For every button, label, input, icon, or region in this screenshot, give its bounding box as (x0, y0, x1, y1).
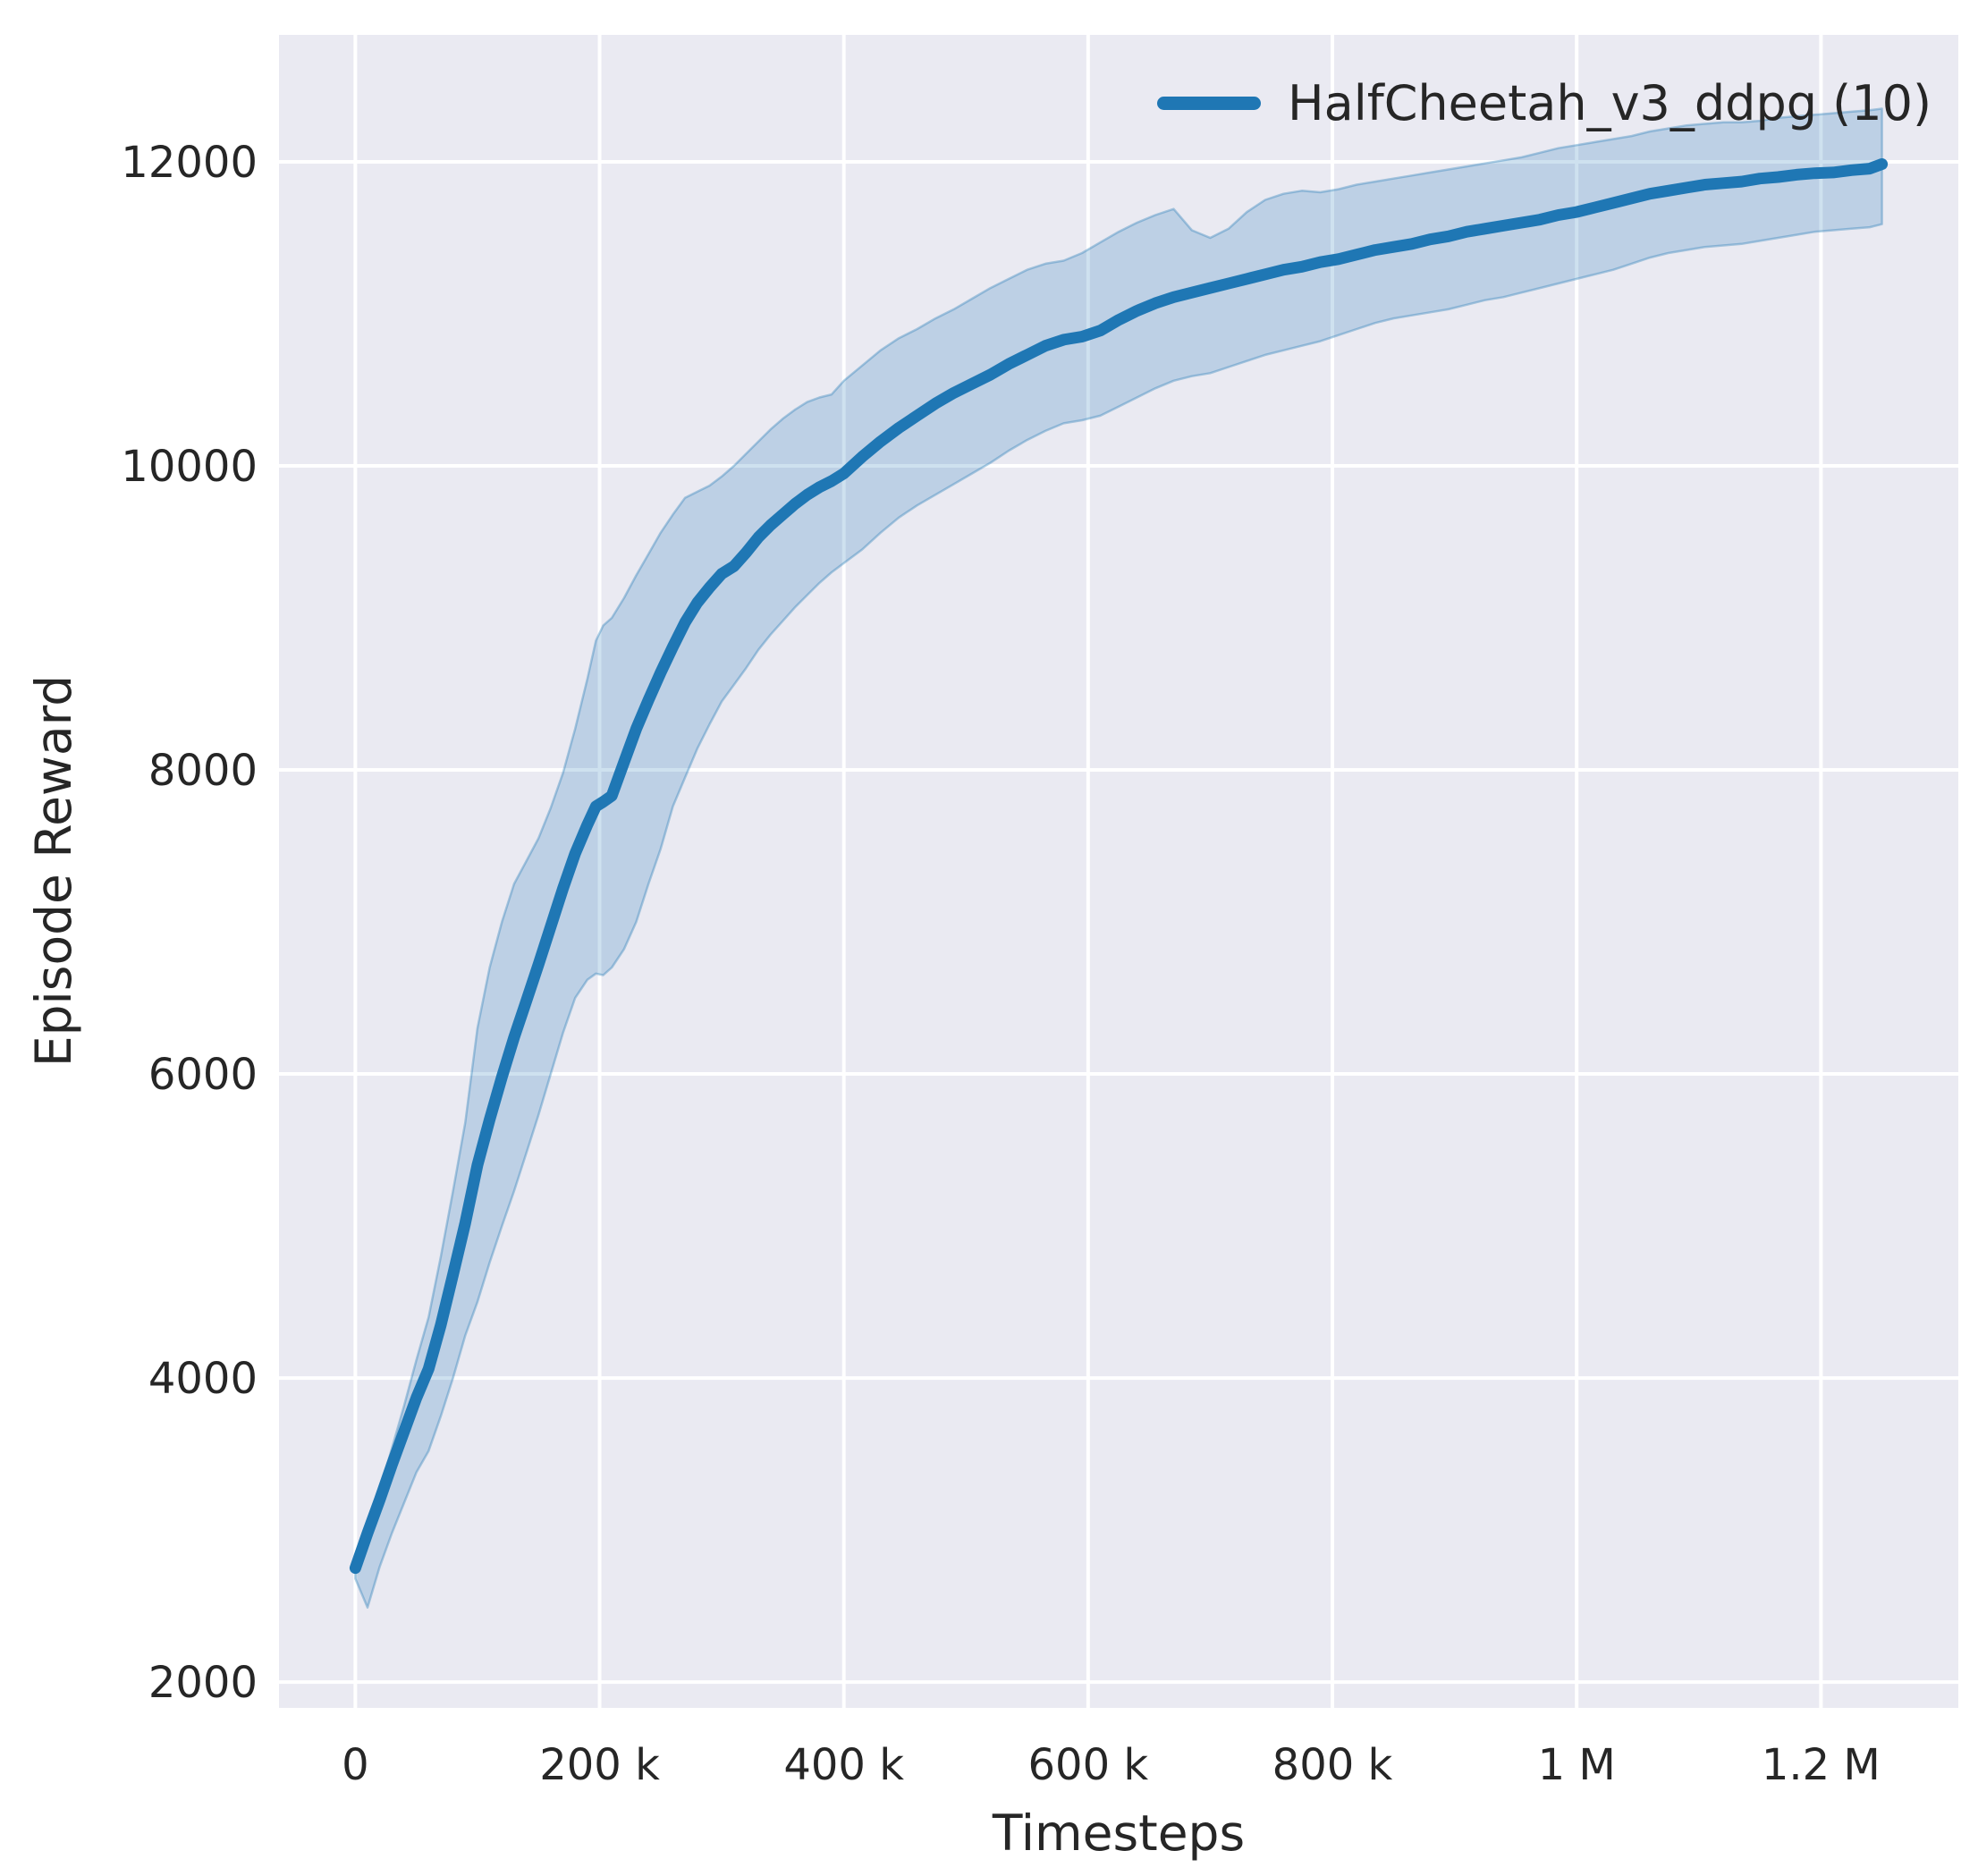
x-tick-label: 400 k (783, 1740, 904, 1790)
legend-label: HalfCheetah_v3_ddpg (10) (1288, 75, 1932, 131)
x-tick-label: 800 k (1272, 1740, 1393, 1790)
x-tick-labels: 0 200 k 400 k 600 k 800 k 1 M 1.2 M (342, 1740, 1881, 1790)
grid-lines (279, 35, 1958, 1708)
x-tick-label: 600 k (1028, 1740, 1149, 1790)
y-tick-label: 6000 (148, 1050, 258, 1100)
confidence-band (354, 107, 1883, 1610)
confidence-band-fill (354, 107, 1883, 1610)
x-tick-label: 200 k (539, 1740, 660, 1790)
x-tick-label: 1 M (1538, 1740, 1616, 1790)
y-tick-label: 12000 (121, 138, 258, 188)
x-axis-label: Timesteps (992, 1804, 1246, 1862)
y-tick-label: 8000 (148, 746, 258, 796)
series-line (349, 158, 1889, 1575)
y-axis-label: Episode Reward (25, 674, 82, 1068)
legend: HalfCheetah_v3_ddpg (10) (1157, 75, 1932, 131)
y-tick-label: 4000 (148, 1354, 258, 1404)
mean-line (349, 158, 1889, 1575)
y-tick-label: 2000 (148, 1658, 258, 1708)
y-tick-labels: 2000 4000 6000 8000 10000 12000 (121, 138, 258, 1708)
x-tick-label: 0 (342, 1740, 369, 1790)
y-tick-label: 10000 (121, 442, 258, 492)
legend-line-swatch-icon (1157, 97, 1261, 110)
x-tick-label: 1.2 M (1762, 1740, 1881, 1790)
